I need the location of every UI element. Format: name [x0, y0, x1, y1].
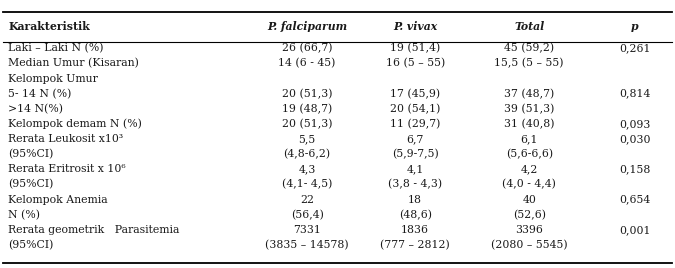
Text: 0,261: 0,261 — [619, 43, 650, 53]
Text: 19 (51,4): 19 (51,4) — [390, 43, 440, 53]
Text: 17 (45,9): 17 (45,9) — [390, 88, 440, 99]
Text: 6,1: 6,1 — [520, 134, 538, 144]
Text: 39 (51,3): 39 (51,3) — [504, 104, 554, 114]
Text: 4,2: 4,2 — [520, 164, 538, 174]
Text: Karakteristik: Karakteristik — [8, 21, 90, 32]
Text: 40: 40 — [522, 195, 536, 205]
Text: 0,654: 0,654 — [619, 195, 650, 205]
Text: 19 (48,7): 19 (48,7) — [282, 104, 332, 114]
Text: P. falciparum: P. falciparum — [267, 21, 347, 32]
Text: 5,5: 5,5 — [298, 134, 316, 144]
Text: (4,8-6,2): (4,8-6,2) — [284, 149, 331, 159]
Text: 0,093: 0,093 — [619, 119, 650, 129]
Text: Laki – Laki N (%): Laki – Laki N (%) — [8, 43, 103, 53]
Text: (777 – 2812): (777 – 2812) — [380, 240, 450, 250]
Text: 18: 18 — [408, 195, 422, 205]
Text: 20 (51,3): 20 (51,3) — [282, 88, 332, 99]
Text: p: p — [630, 21, 639, 32]
Text: N (%): N (%) — [8, 210, 40, 220]
Text: Rerata Leukosit x10³: Rerata Leukosit x10³ — [8, 134, 124, 144]
Text: 0,001: 0,001 — [619, 225, 650, 235]
Text: P. vivax: P. vivax — [393, 21, 437, 32]
Text: 0,814: 0,814 — [619, 89, 650, 99]
Text: (52,6): (52,6) — [513, 210, 545, 220]
Text: 15,5 (5 – 55): 15,5 (5 – 55) — [495, 58, 564, 69]
Text: 20 (54,1): 20 (54,1) — [390, 104, 440, 114]
Text: Total: Total — [514, 21, 544, 32]
Text: 45 (59,2): 45 (59,2) — [504, 43, 554, 53]
Text: (3835 – 14578): (3835 – 14578) — [265, 240, 349, 250]
Text: >14 N(%): >14 N(%) — [8, 104, 63, 114]
Text: 4,3: 4,3 — [298, 164, 316, 174]
Text: Kelompok demam N (%): Kelompok demam N (%) — [8, 119, 142, 129]
Text: 0,158: 0,158 — [619, 164, 650, 174]
Text: (56,4): (56,4) — [291, 210, 323, 220]
Text: 7331: 7331 — [293, 225, 321, 235]
Text: (3,8 - 4,3): (3,8 - 4,3) — [388, 179, 442, 190]
Text: (5,6-6,6): (5,6-6,6) — [506, 149, 553, 159]
Text: 6,7: 6,7 — [406, 134, 424, 144]
Text: 14 (6 - 45): 14 (6 - 45) — [278, 58, 336, 69]
Text: Kelompok Umur: Kelompok Umur — [8, 73, 98, 84]
Text: (5,9-7,5): (5,9-7,5) — [392, 149, 439, 159]
Text: 31 (40,8): 31 (40,8) — [504, 119, 554, 129]
Text: 11 (29,7): 11 (29,7) — [390, 119, 440, 129]
Text: Median Umur (Kisaran): Median Umur (Kisaran) — [8, 58, 139, 69]
Text: 5- 14 N (%): 5- 14 N (%) — [8, 88, 72, 99]
Text: 1836: 1836 — [401, 225, 429, 235]
Text: Kelompok Anemia: Kelompok Anemia — [8, 195, 108, 205]
Text: Rerata Eritrosit x 10⁶: Rerata Eritrosit x 10⁶ — [8, 164, 126, 174]
Text: 26 (66,7): 26 (66,7) — [282, 43, 332, 53]
Text: 4,1: 4,1 — [406, 164, 424, 174]
Text: (95%CI): (95%CI) — [8, 149, 53, 159]
Text: (4,1- 4,5): (4,1- 4,5) — [282, 179, 332, 190]
Text: 20 (51,3): 20 (51,3) — [282, 119, 332, 129]
Text: (48,6): (48,6) — [399, 210, 431, 220]
Text: 37 (48,7): 37 (48,7) — [504, 88, 554, 99]
Text: (4,0 - 4,4): (4,0 - 4,4) — [502, 179, 556, 190]
Text: Rerata geometrik   Parasitemia: Rerata geometrik Parasitemia — [8, 225, 180, 235]
Text: 16 (5 – 55): 16 (5 – 55) — [385, 58, 445, 69]
Text: (95%CI): (95%CI) — [8, 240, 53, 250]
Text: 22: 22 — [300, 195, 314, 205]
Text: 0,030: 0,030 — [619, 134, 650, 144]
Text: (2080 – 5545): (2080 – 5545) — [491, 240, 568, 250]
Text: 3396: 3396 — [515, 225, 543, 235]
Text: (95%CI): (95%CI) — [8, 179, 53, 190]
